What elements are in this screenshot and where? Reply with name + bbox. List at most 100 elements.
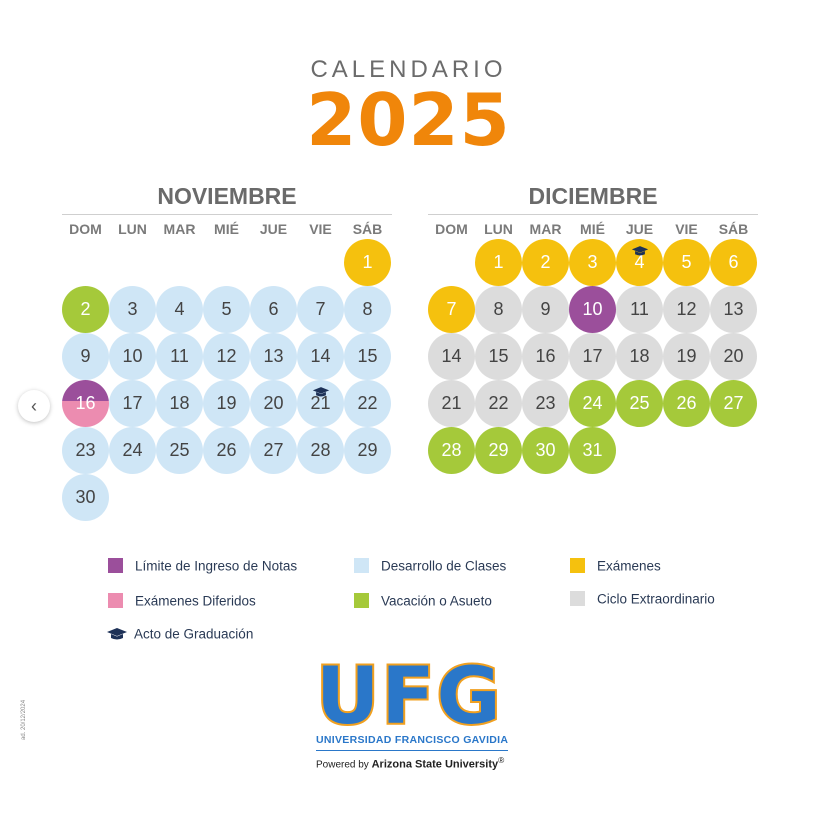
day-number: 20 <box>263 393 284 413</box>
day-cell-10: 10 <box>569 286 616 333</box>
day-number: 12 <box>216 346 237 366</box>
prev-slide-button[interactable]: ‹ <box>18 390 50 422</box>
day-number: 4 <box>174 299 185 319</box>
day-number: 1 <box>362 252 373 272</box>
day-number: 9 <box>540 299 551 319</box>
day-cell-9: 9 <box>62 333 109 380</box>
legend-swatch <box>108 593 123 609</box>
day-number: 30 <box>75 487 96 507</box>
day-cell-3: 3 <box>569 239 616 286</box>
day-cell-18: 18 <box>616 333 663 380</box>
day-cell-22: 22 <box>475 380 522 427</box>
side-note: ad. 20/12/2024 <box>21 699 27 740</box>
day-cell-11: 11 <box>616 286 663 333</box>
day-number: 29 <box>357 440 378 460</box>
day-number: 13 <box>263 346 284 366</box>
day-number: 11 <box>630 299 649 319</box>
day-cell-1: 1 <box>344 239 391 286</box>
legend-label: Vacación o Asueto <box>381 593 492 609</box>
powered-by: Powered by Arizona State University® <box>316 755 508 770</box>
day-number: 27 <box>723 393 744 413</box>
day-cell-9: 9 <box>522 286 569 333</box>
powered-by-asu: Arizona State University <box>371 758 499 771</box>
calendar-year: 2025 <box>306 78 511 162</box>
legend-label: Exámenes Diferidos <box>135 593 256 609</box>
legend-swatch <box>570 591 585 607</box>
weekday-label: VIE <box>309 221 332 237</box>
day-number: 2 <box>80 299 91 319</box>
ufg-logo-letters: UFG <box>314 652 503 742</box>
weekday-label: MIÉ <box>214 221 239 237</box>
day-number: 8 <box>493 299 504 319</box>
day-number: 26 <box>676 393 697 413</box>
day-cell-4: 4 <box>156 286 203 333</box>
day-number: 22 <box>488 393 509 413</box>
legend-item-clases: Desarrollo de Clases <box>354 557 506 575</box>
weekday-label: DOM <box>69 221 102 237</box>
day-number: 3 <box>587 252 598 272</box>
legend-label: Acto de Graduación <box>134 626 254 642</box>
day-cell-8: 8 <box>475 286 522 333</box>
weekday-label: SÁB <box>718 221 749 237</box>
day-cell-14: 14 <box>428 333 475 380</box>
day-number: 14 <box>310 346 331 366</box>
day-cell-28: 28 <box>297 427 344 474</box>
day-number: 15 <box>357 346 378 366</box>
day-cell-26: 26 <box>663 380 710 427</box>
weekday-header: DOM LUN MAR MIÉ JUE VIE SÁB <box>62 221 392 237</box>
day-cell-15: 15 <box>475 333 522 380</box>
day-cell-4: 4 <box>616 239 663 286</box>
day-number: 13 <box>723 299 744 319</box>
weekday-label: LUN <box>118 221 147 237</box>
day-cell-21: 21 <box>428 380 475 427</box>
day-number: 17 <box>122 393 143 413</box>
day-number: 27 <box>263 440 284 460</box>
day-cell-10: 10 <box>109 333 156 380</box>
weekday-label: LUN <box>484 221 513 237</box>
day-cell-30: 30 <box>522 427 569 474</box>
day-number: 6 <box>268 299 279 319</box>
day-cell-20: 20 <box>250 380 297 427</box>
day-number: 3 <box>127 299 138 319</box>
day-cell-6: 6 <box>710 239 757 286</box>
day-cell-2: 2 <box>522 239 569 286</box>
day-number: 17 <box>582 346 603 366</box>
weekday-label: MAR <box>529 221 562 237</box>
weekday-label: MAR <box>163 221 196 237</box>
day-cell-2: 2 <box>62 286 109 333</box>
day-number: 1 <box>493 252 504 272</box>
legend-item-limite: Límite de Ingreso de Notas <box>108 557 297 575</box>
weekday-label: VIE <box>675 221 698 237</box>
legend-swatch <box>354 558 369 574</box>
day-number: 23 <box>535 393 556 413</box>
day-number: 28 <box>310 440 331 460</box>
day-cell-15: 15 <box>344 333 391 380</box>
legend-swatch <box>108 558 123 574</box>
day-number: 9 <box>80 346 91 366</box>
day-number: 5 <box>221 299 232 319</box>
powered-by-prefix: Powered by <box>316 759 372 771</box>
legend-item-vacacion: Vacación o Asueto <box>354 592 492 610</box>
day-cell-12: 12 <box>203 333 250 380</box>
day-number: 25 <box>169 440 190 460</box>
day-cell-12: 12 <box>663 286 710 333</box>
legend-label: Límite de Ingreso de Notas <box>135 558 298 574</box>
day-number: 19 <box>216 393 237 413</box>
legend-label: Exámenes <box>597 558 661 574</box>
day-number: 26 <box>216 440 237 460</box>
day-cell-21: 21 <box>297 380 344 427</box>
day-number: 4 <box>634 252 645 272</box>
month-name: NOVIEMBRE <box>62 183 392 215</box>
day-number: 16 <box>535 346 556 366</box>
day-number: 15 <box>488 346 509 366</box>
day-cell-3: 3 <box>109 286 156 333</box>
legend-label: Desarrollo de Clases <box>381 558 507 574</box>
day-number: 16 <box>75 393 96 413</box>
day-number: 7 <box>315 299 326 319</box>
ufg-logo: UFG UNIVERSIDAD FRANCISCO GAVIDIA Powere… <box>314 652 508 770</box>
weekday-header: DOM LUN MAR MIÉ JUE VIE SÁB <box>428 221 758 237</box>
calendar-title: CALENDARIO <box>310 56 507 83</box>
weekday-label: MIÉ <box>580 221 605 237</box>
weekday-label: SÁB <box>352 221 383 237</box>
